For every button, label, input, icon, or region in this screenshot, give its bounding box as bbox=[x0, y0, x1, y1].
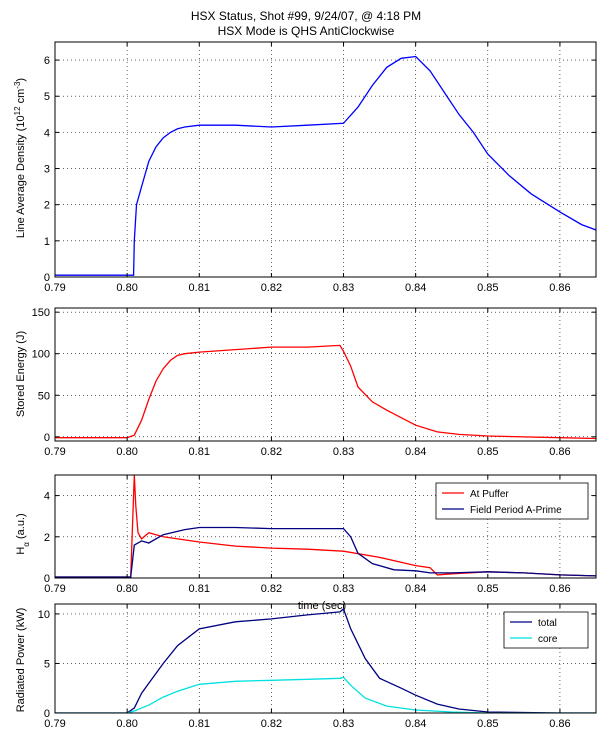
x-tick-label: 0.84 bbox=[405, 282, 426, 294]
y-tick-label: 150 bbox=[32, 307, 50, 319]
x-tick-label: 0.79 bbox=[44, 446, 65, 458]
x-tick-label: 0.82 bbox=[261, 282, 282, 294]
y-tick-label: 0 bbox=[44, 432, 50, 444]
x-tick-label: 0.86 bbox=[549, 446, 570, 458]
x-tick-label: 0.81 bbox=[189, 583, 210, 595]
stored-energy-ylabel: Stored Energy (J) bbox=[15, 331, 27, 417]
legend-label: core bbox=[538, 634, 558, 645]
y-tick-label: 50 bbox=[38, 390, 50, 402]
legend: total core bbox=[503, 611, 589, 649]
y-tick-label: 1 bbox=[44, 236, 50, 248]
legend-box bbox=[503, 611, 589, 649]
x-tick-label: 0.83 bbox=[333, 282, 354, 294]
x-tick-label: 0.85 bbox=[477, 718, 498, 730]
y-tick-label: 2 bbox=[44, 532, 50, 544]
series-line-field-period-a-prime bbox=[55, 526, 596, 578]
legend-label: At Puffer bbox=[470, 489, 509, 500]
x-tick-label: 0.80 bbox=[116, 583, 137, 595]
series-line-total bbox=[55, 607, 596, 713]
figure-title-line2: HSX Mode is QHS AntiClockwise bbox=[218, 24, 395, 38]
stored-energy-panel: Stored Energy (J) 0.79 0.80 0.81 0.82 0.83 0.… bbox=[15, 307, 597, 458]
series-line-core bbox=[55, 676, 596, 713]
x-tick-label: 0.83 bbox=[333, 718, 354, 730]
x-tick-label: 0.85 bbox=[477, 282, 498, 294]
axes-frame bbox=[54, 41, 597, 278]
x-tick-label: 0.83 bbox=[333, 583, 354, 595]
x-tick-label: 0.80 bbox=[116, 282, 137, 294]
x-tick-label: 0.81 bbox=[189, 282, 210, 294]
h-alpha-xlabel: time (sec) bbox=[298, 600, 346, 612]
y-tick-label: 4 bbox=[44, 127, 50, 139]
x-tick-label: 0.81 bbox=[189, 446, 210, 458]
density-ylabel: Line Average Density (1012 cm-3) bbox=[13, 78, 28, 238]
x-tick-label: 0.84 bbox=[405, 446, 426, 458]
y-tick-label: 0 bbox=[44, 272, 50, 284]
x-tick-label: 0.79 bbox=[44, 583, 65, 595]
x-tick-label: 0.80 bbox=[116, 718, 137, 730]
x-tick-label: 0.79 bbox=[44, 282, 65, 294]
y-tick-label: 5 bbox=[44, 658, 50, 670]
density-panel: Line Average Density (1012 cm-3) 0.79 0.8… bbox=[13, 41, 597, 294]
x-tick-label: 0.86 bbox=[549, 718, 570, 730]
y-tick-label: 6 bbox=[44, 55, 50, 67]
x-tick-label: 0.83 bbox=[333, 446, 354, 458]
h-alpha-panel: Hα (a.u.) time (sec) 0.79 0.80 0.81 0.82 0.8… bbox=[15, 474, 597, 612]
axes-frame bbox=[54, 307, 597, 442]
y-tick-label: 4 bbox=[44, 491, 50, 503]
x-tick-label: 0.86 bbox=[549, 583, 570, 595]
figure-title-line1: HSX Status, Shot #99, 9/24/07, @ 4:18 PM bbox=[191, 9, 421, 23]
series-line-panel1-0 bbox=[55, 344, 596, 440]
y-tick-label: 2 bbox=[44, 200, 50, 212]
x-tick-label: 0.85 bbox=[477, 583, 498, 595]
legend-label: total bbox=[538, 618, 557, 629]
x-tick-label: 0.82 bbox=[261, 718, 282, 730]
radiated-power-ylabel: Radiated Power (kW) bbox=[15, 608, 27, 713]
y-tick-label: 10 bbox=[38, 609, 50, 621]
legend-label: Field Period A-Prime bbox=[470, 505, 562, 516]
x-tick-label: 0.84 bbox=[405, 718, 426, 730]
x-tick-label: 0.86 bbox=[549, 282, 570, 294]
x-tick-label: 0.82 bbox=[261, 446, 282, 458]
y-tick-label: 5 bbox=[44, 91, 50, 103]
y-tick-label: 3 bbox=[44, 164, 50, 176]
x-tick-label: 0.82 bbox=[261, 583, 282, 595]
x-tick-label: 0.79 bbox=[44, 718, 65, 730]
y-tick-label: 0 bbox=[44, 573, 50, 585]
series-line-panel0-0 bbox=[55, 55, 596, 276]
y-tick-label: 100 bbox=[32, 349, 50, 361]
h-alpha-ylabel: Hα (a.u.) bbox=[15, 513, 31, 554]
radiated-power-panel: Radiated Power (kW) 0.79 0.80 0.81 0.82 0.83… bbox=[15, 603, 597, 730]
x-tick-label: 0.84 bbox=[405, 583, 426, 595]
axes-frame bbox=[54, 474, 597, 579]
x-tick-label: 0.81 bbox=[189, 718, 210, 730]
y-tick-label: 0 bbox=[44, 708, 50, 720]
axes-frame bbox=[54, 603, 597, 714]
legend-box bbox=[435, 482, 589, 520]
x-tick-label: 0.85 bbox=[477, 446, 498, 458]
x-tick-label: 0.80 bbox=[116, 446, 137, 458]
legend: At Puffer Field Period A-Prime bbox=[435, 482, 589, 520]
